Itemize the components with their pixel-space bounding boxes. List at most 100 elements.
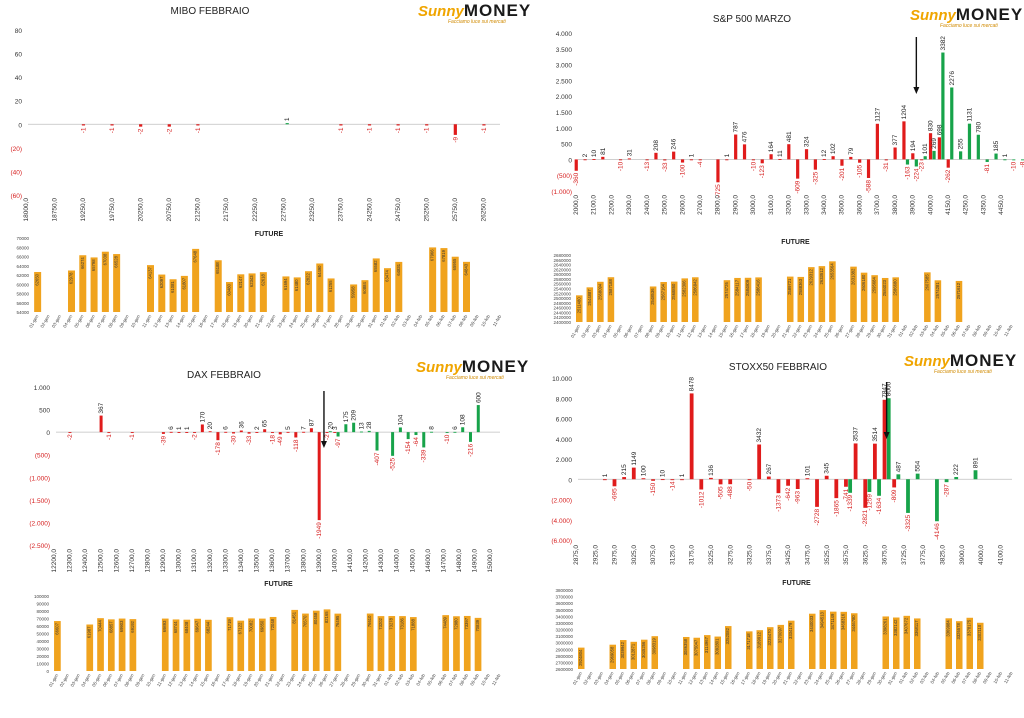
future-bar (463, 261, 470, 312)
future-x-tick-label: 15-gen (199, 673, 211, 688)
x-tick-label: 14300,0 (378, 549, 385, 573)
future-x-tick-label: 23-gen (276, 314, 288, 329)
future-data-label: 2511480 (576, 297, 581, 314)
future-x-tick-label: 04-gen (601, 324, 613, 339)
data-label: -105 (857, 164, 864, 177)
bar (167, 124, 171, 127)
future-x-tick-label: 08-gen (107, 314, 119, 329)
future-data-label: 71719 (227, 619, 232, 631)
future-x-tick-label: 07-feb (961, 671, 972, 685)
bar (920, 159, 924, 161)
bar (302, 431, 306, 433)
bar (778, 159, 782, 160)
y-tick-label: 2.000 (556, 94, 573, 101)
data-label: 3537 (853, 427, 860, 442)
future-data-label: 64843 (464, 263, 469, 275)
future-data-label: 3092801 (715, 638, 720, 655)
future-data-label: 3235470 (767, 629, 772, 646)
future-x-tick-label: 13-gen (696, 324, 708, 339)
future-y-tick-label: 70000 (16, 236, 29, 241)
future-x-tick-label: 07-gen (96, 314, 108, 329)
bar (352, 422, 356, 433)
x-tick-label: 13100,0 (191, 549, 198, 573)
bar (177, 432, 181, 433)
future-data-label: 3368117 (914, 620, 919, 637)
x-tick-label: 3700,0 (874, 195, 881, 215)
bar (333, 432, 337, 433)
data-label: 215 (621, 464, 628, 475)
future-data-label: 64490 (317, 265, 322, 277)
future-data-label: 61081 (170, 281, 175, 293)
data-label: -2 (166, 128, 173, 134)
bar (263, 429, 267, 433)
bar (844, 479, 848, 487)
x-tick-label: 21750,0 (223, 198, 230, 222)
y-tick-label: 10.000 (552, 376, 572, 383)
future-data-label: 2587188 (608, 279, 613, 296)
future-data-label: 68744 (173, 621, 178, 633)
future-bar (808, 267, 815, 322)
bar (699, 479, 704, 490)
y-tick-label: 4.000 (556, 437, 573, 444)
x-tick-label: 3800,0 (892, 195, 899, 215)
future-bar (194, 618, 201, 671)
bar (728, 479, 733, 485)
x-tick-label: 3400,0 (821, 195, 828, 215)
future-x-tick-label: 10-feb (480, 314, 491, 328)
y-tick-label: (500) (557, 173, 572, 180)
x-tick-label: 3225,0 (708, 545, 715, 565)
x-tick-label: 3125,0 (669, 545, 676, 565)
bar (872, 443, 877, 480)
data-label: -1 (80, 127, 87, 133)
x-tick-label: 12900,0 (160, 549, 167, 573)
x-tick-label: 3175,0 (689, 545, 696, 565)
bar (884, 159, 888, 161)
future-x-tick-label: 22-gen (791, 324, 803, 339)
future-y-tick-label: 2400000 (553, 320, 571, 325)
bar (651, 479, 655, 481)
future-x-tick-label: 22-gen (265, 314, 277, 329)
bar (742, 144, 747, 160)
future-x-tick-label: 06-gen (102, 673, 114, 688)
bar (766, 476, 771, 480)
future-x-tick-label: 20-gen (253, 673, 265, 688)
future-bar (361, 280, 369, 312)
future-data-label: 64137 (148, 266, 153, 278)
future-x-tick-label: 22-gen (274, 673, 286, 688)
future-y-tick-label: 100000 (34, 594, 50, 599)
data-label: 481 (786, 131, 793, 142)
data-label: -33 (246, 435, 253, 445)
data-label: 208 (653, 140, 660, 151)
future-data-label: 3171718 (746, 633, 751, 650)
bar (967, 123, 972, 160)
x-tick-label: 3625,0 (862, 545, 869, 565)
y-tick-label: 6.000 (556, 417, 573, 424)
future-bar (237, 274, 245, 312)
future-bar (597, 281, 604, 322)
future-data-label: 61480 (294, 279, 299, 291)
data-label: -4146 (934, 523, 941, 540)
future-y-tick-label: 3400000 (555, 614, 573, 619)
data-label: -49 (277, 436, 284, 446)
future-x-tick-label: 31-gen (886, 324, 898, 339)
future-bar (746, 631, 753, 669)
x-tick-label: 2975,0 (612, 545, 619, 565)
future-x-tick-label: 08-feb (971, 671, 982, 685)
future-y-tick-label: 2700000 (555, 660, 573, 665)
bar (430, 431, 434, 433)
future-data-label: 70444 (98, 620, 103, 632)
future-bar (734, 277, 741, 322)
bar (336, 432, 340, 437)
bar (954, 477, 959, 480)
future-bar (161, 618, 169, 671)
bar (139, 124, 143, 127)
bar (670, 479, 675, 481)
data-label: 28 (366, 421, 373, 429)
future-data-label: 62147 (238, 276, 243, 288)
data-label: -1 (129, 434, 136, 440)
future-data-label: 2582306 (682, 280, 687, 297)
sp500-chart-panel: S&P 500 MARZO 4.000 3.500 3.000 2.500 2.000 1.… (512, 0, 1024, 356)
future-y-tick-label: 62000 (16, 273, 29, 278)
future-data-label: 66528 (114, 255, 119, 267)
future-y-tick-label: 3000000 (555, 641, 573, 646)
